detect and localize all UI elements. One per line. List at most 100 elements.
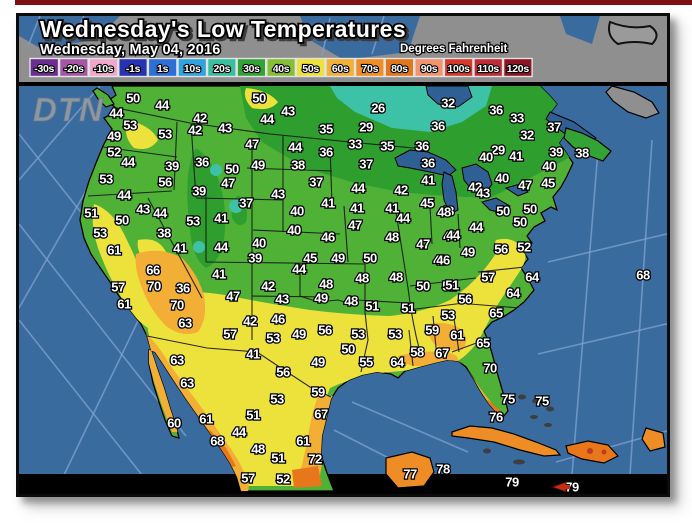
arrow-icon bbox=[550, 481, 570, 493]
temp-label: 35 bbox=[319, 122, 333, 137]
temp-label: 56 bbox=[318, 323, 332, 338]
temp-label: 36 bbox=[431, 119, 445, 134]
temp-label: 53 bbox=[93, 226, 107, 241]
yucatan bbox=[385, 451, 435, 489]
temp-label: 39 bbox=[192, 184, 206, 199]
legend-label: 100s bbox=[448, 63, 471, 75]
legend-label: 70s bbox=[361, 63, 378, 75]
legend-swatch bbox=[58, 57, 89, 78]
temp-label: 51 bbox=[401, 301, 415, 316]
temp-label: 49 bbox=[311, 355, 325, 370]
temp-label: 50 bbox=[416, 279, 430, 294]
legend-swatch bbox=[236, 57, 267, 78]
state-borders bbox=[87, 106, 535, 398]
temp-label: 43 bbox=[136, 202, 150, 217]
temp-label: 41 bbox=[246, 347, 260, 362]
temp-label: 51 bbox=[365, 299, 379, 314]
temp-label: 70 bbox=[170, 298, 184, 313]
legend-swatch bbox=[384, 57, 415, 78]
temp-label: 46 bbox=[321, 230, 335, 245]
temp-label: 37 bbox=[239, 196, 253, 211]
temp-label: 42 bbox=[468, 180, 482, 195]
temp-label: 37 bbox=[359, 157, 373, 172]
temp-label: 61 bbox=[450, 328, 464, 343]
temp-label: 51 bbox=[84, 206, 98, 221]
legend-label: -1s bbox=[126, 63, 141, 75]
temp-label: 33 bbox=[348, 137, 362, 152]
temp-label: 72 bbox=[308, 452, 322, 467]
legend-swatch bbox=[266, 57, 296, 78]
temp-label: 78 bbox=[436, 462, 450, 477]
temp-label: 49 bbox=[331, 251, 345, 266]
island-east bbox=[641, 427, 666, 452]
temp-label: 77 bbox=[403, 467, 417, 482]
temp-label: 46 bbox=[271, 312, 285, 327]
legend-label: -10s bbox=[93, 63, 113, 75]
legend-swatch bbox=[443, 57, 474, 78]
legend-swatch bbox=[206, 57, 237, 78]
temp-label: 50 bbox=[523, 202, 537, 217]
legend-label: 60s bbox=[332, 63, 349, 75]
temp-label: 38 bbox=[157, 226, 171, 241]
temp-label: 40 bbox=[495, 171, 509, 186]
dtn-logo: DTN bbox=[33, 91, 104, 128]
page-title: Wednesday's Low Temperatures bbox=[40, 16, 406, 42]
temp-label: 50 bbox=[513, 215, 527, 230]
temp-label: 50 bbox=[225, 162, 239, 177]
temp-label: 41 bbox=[212, 267, 226, 282]
legend-label: 20s bbox=[213, 63, 230, 75]
temp-label: 56 bbox=[276, 365, 290, 380]
temp-label: 53 bbox=[99, 172, 113, 187]
temp-label: 40 bbox=[252, 236, 266, 251]
temp-label: 44 bbox=[153, 206, 168, 221]
temp-label: 56 bbox=[158, 175, 172, 190]
temp-label: 48 bbox=[355, 271, 369, 286]
temp-label: 65 bbox=[489, 306, 503, 321]
hispaniola-hot-spots bbox=[587, 448, 607, 455]
temp-label: 55 bbox=[359, 355, 373, 370]
temp-label: 50 bbox=[115, 213, 129, 228]
temp-label: 50 bbox=[252, 91, 266, 106]
temp-label: 51 bbox=[442, 279, 456, 294]
temp-label: 53 bbox=[266, 331, 280, 346]
temp-label: 58 bbox=[410, 345, 424, 360]
temp-label: 51 bbox=[445, 278, 459, 293]
legend-label: -30s bbox=[34, 63, 54, 75]
temp-label: 47 bbox=[245, 137, 259, 152]
temp-label: 52 bbox=[276, 472, 290, 487]
temperature-legend: -30s -20s -10s -1s 1s 10s 20s 30s 40s 50s 60s 70s 80… bbox=[29, 57, 533, 78]
temp-label: 29 bbox=[359, 120, 373, 135]
temp-label: 50 bbox=[363, 251, 377, 266]
temp-label: 36 bbox=[176, 281, 190, 296]
temp-label: 42 bbox=[188, 123, 202, 138]
temp-label: 47 bbox=[348, 218, 362, 233]
temp-label: 44 bbox=[351, 181, 366, 196]
legend-label: 40s bbox=[273, 63, 290, 75]
temp-label: 41 bbox=[321, 196, 335, 211]
temp-label: 29 bbox=[491, 143, 505, 158]
temp-label: 43 bbox=[476, 186, 490, 201]
temp-label: 49 bbox=[314, 291, 328, 306]
temp-label: 47 bbox=[221, 176, 235, 191]
temp-label: 37 bbox=[547, 120, 561, 135]
legend-swatch bbox=[502, 57, 533, 78]
temp-label: 45 bbox=[303, 251, 317, 266]
temp-label: 49 bbox=[107, 129, 121, 144]
temp-label: 64 bbox=[390, 355, 405, 370]
temp-label: 42 bbox=[394, 183, 408, 198]
temp-label: 43 bbox=[275, 292, 289, 307]
temp-label: 59 bbox=[311, 385, 325, 400]
legend-swatch bbox=[29, 57, 60, 78]
temp-label: 39 bbox=[248, 251, 262, 266]
legend-label: 10s bbox=[184, 63, 201, 75]
temp-label: 44 bbox=[109, 106, 124, 121]
temp-label: 41 bbox=[421, 173, 435, 188]
temp-label: 68 bbox=[636, 268, 650, 283]
temp-label: 53 bbox=[123, 118, 137, 133]
temp-label: 36 bbox=[415, 139, 429, 154]
temp-label: 44 bbox=[214, 240, 229, 255]
temperature-regions bbox=[87, 86, 573, 491]
temp-label: 39 bbox=[549, 145, 563, 160]
